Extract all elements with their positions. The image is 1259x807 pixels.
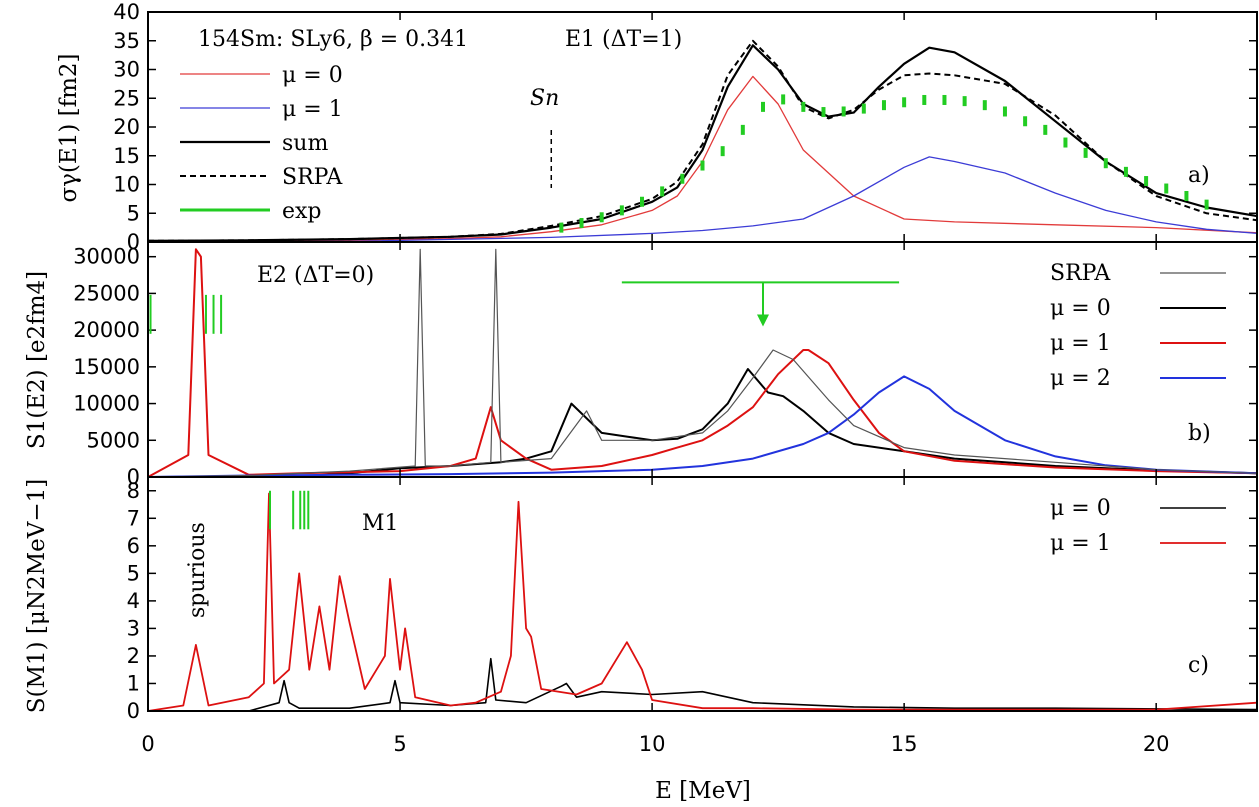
sn-label: Sn	[530, 86, 559, 111]
panel-a-header-right: E1 (ΔT=1)	[565, 27, 682, 52]
ytick-label-a: 5	[127, 201, 140, 225]
ytick-label-c: 1	[127, 671, 140, 695]
legend-a-mu0-label: μ = 0	[282, 63, 343, 88]
ytick-label-c: 0	[127, 699, 140, 723]
ytick-label-a: 35	[113, 29, 140, 53]
ytick-label-b: 30000	[73, 245, 140, 269]
legend-b-mu2-label: μ = 2	[1050, 366, 1111, 391]
xtick-label: 15	[891, 732, 918, 756]
ytick-label-c: 5	[127, 561, 140, 585]
plot-layer: 0510152025303540050001000015000200002500…	[73, 0, 1258, 756]
panel-c-tag: c)	[1188, 653, 1209, 678]
series-line-a-1	[147, 156, 1258, 243]
series-line-b-2	[147, 375, 1258, 478]
panel-c-ylabel: S(M1) [μN2MeV−1]	[24, 479, 50, 714]
series-line-c-0	[148, 657, 1258, 712]
legend-c-mu1-label: μ = 1	[1050, 531, 1111, 556]
spurious-label: spurious	[185, 522, 210, 618]
panel-a-tag: a)	[1188, 163, 1210, 188]
ytick-label-c: 4	[127, 589, 140, 613]
ytick-label-c: 8	[127, 479, 140, 503]
ytick-label-c: 3	[127, 616, 140, 640]
ytick-label-b: 0	[127, 465, 140, 489]
exp-arrow-head	[756, 314, 769, 327]
ytick-label-c: 7	[127, 506, 140, 530]
panel-b-ylabel: S1(E2) [e2fm4]	[24, 271, 50, 449]
panel-a-header-left: 154Sm: SLy6, β = 0.341	[198, 27, 468, 52]
legend-b-mu0-label: μ = 0	[1050, 296, 1111, 321]
ytick-label-a: 0	[127, 230, 140, 254]
legend-c-mu0-label: μ = 0	[1050, 496, 1111, 521]
ytick-label-b: 10000	[73, 392, 140, 416]
x-axis-label: E [MeV]	[655, 778, 751, 804]
series-line-a-0	[147, 75, 1258, 243]
panel-b-tag: b)	[1188, 421, 1211, 446]
legend-b-srpa-label: SRPA	[1050, 261, 1111, 286]
legend-a-srpa-label: SRPA	[282, 165, 343, 190]
legend-b-mu1-label: μ = 1	[1050, 331, 1111, 356]
ytick-label-b: 15000	[73, 355, 140, 379]
legend-a-exp-label: exp	[282, 199, 322, 224]
ytick-label-a: 15	[113, 144, 140, 168]
ytick-label-c: 2	[127, 644, 140, 668]
ytick-label-a: 25	[113, 86, 140, 110]
panel-b-title: E2 (ΔT=0)	[257, 263, 374, 288]
ytick-label-b: 20000	[73, 318, 140, 342]
ytick-label-b: 25000	[73, 281, 140, 305]
panel-a-legend: μ = 0 μ = 1 sum SRPA exp	[282, 63, 343, 224]
ytick-label-a: 20	[113, 115, 140, 139]
panel-a-ylabel: σγ(E1) [fm2]	[56, 53, 82, 202]
xtick-label: 10	[639, 732, 666, 756]
series-line-b-3	[147, 248, 1258, 478]
legend-a-mu1-label: μ = 1	[282, 97, 343, 122]
series-line-c-1	[147, 492, 1258, 712]
ytick-label-c: 6	[127, 534, 140, 558]
panel-c-legend: μ = 0 μ = 1	[1050, 496, 1111, 556]
series-line-a-3	[147, 39, 1258, 242]
ytick-label-a: 30	[113, 58, 140, 82]
panel-b-legend: SRPA μ = 0 μ = 1 μ = 2	[1050, 261, 1111, 391]
panel-c-title: M1	[362, 511, 399, 536]
ytick-label-b: 5000	[87, 428, 140, 452]
panel-frame-c	[147, 476, 1258, 712]
xtick-label: 20	[1143, 732, 1170, 756]
legend-a-sum-label: sum	[282, 131, 328, 156]
ytick-label-a: 10	[113, 173, 140, 197]
xtick-label: 5	[393, 732, 406, 756]
xtick-label: 0	[141, 732, 154, 756]
ytick-label-a: 40	[113, 0, 140, 24]
